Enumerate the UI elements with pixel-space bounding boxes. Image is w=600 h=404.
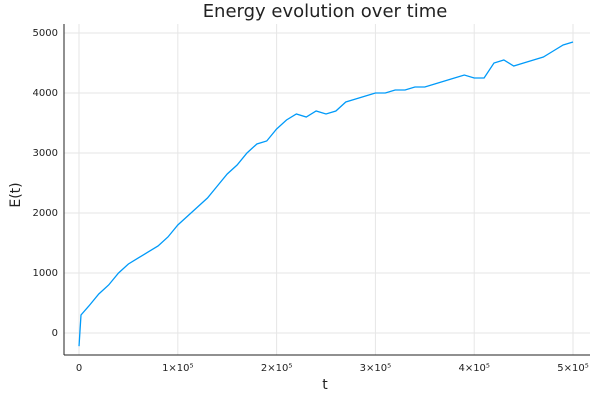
x-tick-label: 3×10⁵ bbox=[360, 363, 391, 374]
x-tick-label: 2×10⁵ bbox=[261, 363, 292, 374]
x-axis-label: t bbox=[322, 377, 328, 393]
x-tick-label: 1×10⁵ bbox=[162, 363, 193, 374]
y-axis-label: E(t) bbox=[8, 182, 24, 207]
y-tick-label: 3000 bbox=[33, 148, 58, 159]
x-tick-label: 5×10⁵ bbox=[557, 363, 588, 374]
y-tick-label: 5000 bbox=[33, 28, 58, 39]
x-tick-label: 0 bbox=[76, 363, 82, 374]
chart-title: Energy evolution over time bbox=[203, 1, 448, 22]
data-line bbox=[78, 41, 574, 347]
y-tick-label: 0 bbox=[52, 328, 58, 339]
x-tick-label: 4×10⁵ bbox=[458, 363, 489, 374]
y-tick-label: 1000 bbox=[33, 268, 58, 279]
y-tick-label: 2000 bbox=[33, 208, 58, 219]
y-tick-label: 4000 bbox=[33, 88, 58, 99]
